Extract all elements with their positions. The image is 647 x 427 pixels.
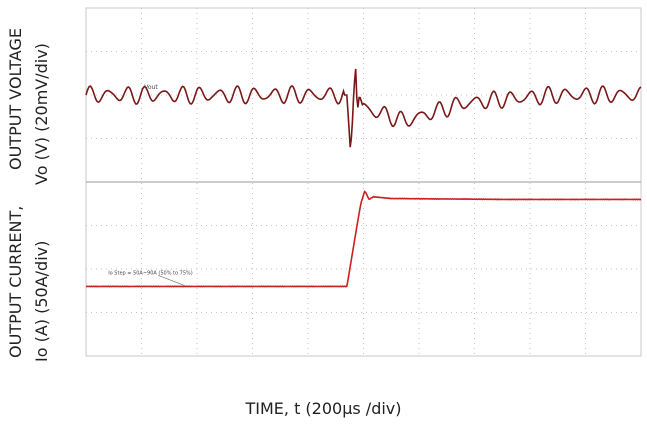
current-trace [86,190,642,288]
traces [85,68,642,288]
voltage-trace [85,68,642,148]
current-label-leader [158,275,185,286]
grid [86,8,641,356]
current-axis-label-line2: Io (A) (50A/div) [32,240,51,362]
voltage-axis-label-line2: Vo (V) (20mV/div) [32,43,51,185]
current-axis-label-line1: OUTPUT CURRENT, [6,205,25,358]
trace-labels: Vout Io Step = 50A~90A (50% to 75%) [108,84,193,286]
x-axis-label: TIME, t (200µs /div) [245,399,402,418]
voltage-axis-label-line1: OUTPUT VOLTAGE [6,28,25,170]
voltage-trace-label: Vout [144,84,158,91]
current-trace-label: Io Step = 50A~90A (50% to 75%) [108,270,193,276]
